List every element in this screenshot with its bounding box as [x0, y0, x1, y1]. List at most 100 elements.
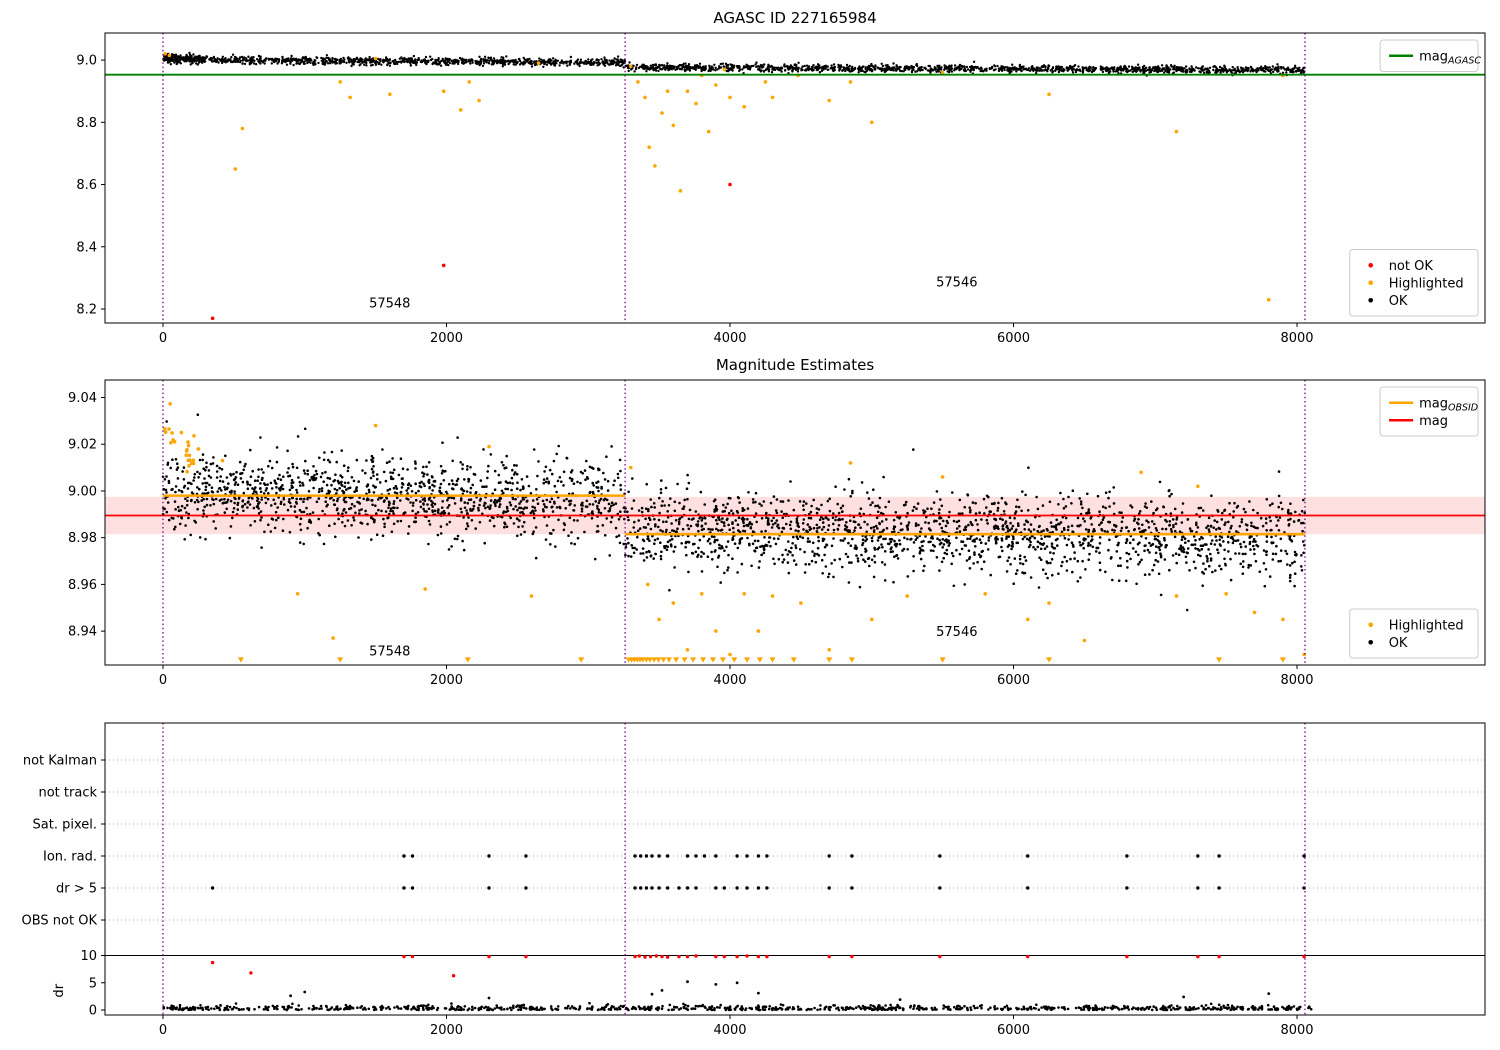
legend: not OK Highlighted OK	[1349, 249, 1479, 317]
flags-dr-chart: not Kalman not track Sat. pixel. Ion. rad. d…	[22, 722, 1486, 1038]
legend-box	[1349, 249, 1479, 317]
x-tick-label: 6000	[997, 331, 1030, 346]
x-tick-label: 2000	[430, 331, 463, 346]
clipped-highlighted-points	[655, 657, 662, 663]
clipped-highlighted-points	[651, 657, 658, 663]
obsid-label: 57546	[936, 625, 977, 640]
clipped-highlighted-points	[690, 657, 697, 663]
x-tick-label: 0	[159, 1023, 167, 1038]
x-tick-label: 2000	[430, 1023, 463, 1038]
category-label: dr > 5	[56, 882, 97, 897]
y-tick-label: 8.8	[76, 116, 97, 131]
axes-frame	[104, 379, 1486, 666]
legend-box	[1349, 608, 1479, 659]
y-tick-label: 8.98	[68, 531, 97, 546]
agasc-mag-chart: 0 2000 4000 6000 8000 9.0 8.8 8.6 8.4 8.2 AGASC ID…	[76, 9, 1486, 346]
clipped-highlighted-points	[578, 657, 585, 663]
legend-label: OK	[1389, 294, 1408, 309]
clipped-highlighted-points	[464, 657, 471, 663]
dr-extra-points	[289, 980, 1271, 1001]
clipped-highlighted-points	[237, 657, 244, 663]
clipped-highlighted-points	[337, 657, 344, 663]
category-label: Ion. rad.	[43, 850, 97, 865]
clipped-highlighted-points	[769, 657, 776, 663]
x-tick-label: 0	[159, 673, 167, 688]
dr-axis-label: dr	[52, 983, 67, 997]
clipped-highlighted-points	[848, 657, 855, 663]
highlighted-start	[163, 402, 196, 474]
y-tick-label: 8.2	[76, 302, 97, 317]
ok-obsid-57548	[162, 53, 627, 69]
chart-title: Magnitude Estimates	[716, 356, 874, 374]
x-tick-label: 8000	[1280, 331, 1313, 346]
category-label: not Kalman	[23, 754, 97, 769]
legend: magAGASC	[1379, 39, 1481, 72]
obsid-label: 57548	[369, 645, 410, 660]
ok-obsid-57546	[624, 448, 1307, 612]
clipped-highlighted-points	[1046, 657, 1052, 663]
axes-frame	[104, 32, 1486, 324]
x-tick-label: 2000	[430, 673, 463, 688]
x-tick-label: 0	[159, 331, 167, 346]
legend-label: OK	[1389, 636, 1408, 651]
clipped-highlighted-points	[1279, 657, 1286, 663]
clipped-highlighted-points	[700, 657, 707, 663]
x-tick-label: 4000	[713, 331, 746, 346]
x-tick-label: 4000	[713, 673, 746, 688]
dr-clipped-points	[210, 954, 1306, 978]
clipped-highlighted-points	[646, 657, 653, 663]
legend-box	[1379, 386, 1479, 437]
clipped-highlighted-points	[673, 657, 680, 663]
dr-baseline-points	[162, 1001, 1313, 1012]
legend: Highlighted OK	[1349, 608, 1479, 659]
y-tick-label: 8.6	[76, 178, 97, 193]
y-tick-label: 8.4	[76, 240, 97, 255]
category-label: Sat. pixel.	[33, 818, 97, 833]
y-tick-label: 9.02	[68, 438, 97, 453]
x-tick-label: 8000	[1280, 1023, 1313, 1038]
x-tick-label: 4000	[713, 1023, 746, 1038]
category-label: OBS not OK	[22, 914, 98, 929]
clipped-highlighted-points	[731, 657, 738, 663]
category-label: not track	[38, 786, 97, 801]
obsid-label: 57546	[936, 276, 977, 291]
clipped-highlighted-points	[681, 657, 688, 663]
clipped-highlighted-points	[660, 657, 667, 663]
dr-tick-label: 10	[80, 949, 97, 964]
chart-title: AGASC ID 227165984	[713, 9, 876, 27]
clipped-highlighted-points	[744, 657, 750, 663]
clipped-highlighted-points	[666, 657, 672, 663]
y-tick-label: 9.0	[76, 54, 97, 69]
clipped-highlighted-points	[719, 657, 726, 663]
clipped-highlighted-points	[1216, 657, 1223, 663]
dr-tick-label: 0	[89, 1004, 97, 1019]
x-tick-label: 6000	[997, 1023, 1030, 1038]
x-tick-label: 6000	[997, 673, 1030, 688]
y-tick-label: 8.96	[68, 578, 97, 593]
not-ok-points	[210, 182, 732, 321]
ok-obsid-57546	[624, 60, 1306, 77]
ok-obsid-57548	[161, 413, 627, 561]
clipped-highlighted-points	[756, 657, 763, 663]
x-tick-label: 8000	[1280, 673, 1313, 688]
axes-frame	[104, 722, 1486, 1016]
dr-tick-label: 5	[89, 976, 97, 991]
magnitude-estimates-chart: 0 2000 4000 6000 8000 9.04 9.02 9.00 8.98 8.96 8.9…	[68, 356, 1486, 688]
y-tick-label: 9.00	[68, 484, 97, 499]
legend-label: not OK	[1389, 259, 1434, 274]
obsid-label: 57548	[369, 296, 410, 311]
clipped-highlighted-points	[939, 657, 946, 663]
y-tick-label: 8.94	[68, 625, 97, 640]
y-tick-label: 9.04	[68, 391, 97, 406]
legend-box	[1379, 39, 1479, 72]
legend-label: Highlighted	[1389, 618, 1464, 633]
highlighted-points	[163, 52, 1285, 302]
legend-label: mag	[1419, 414, 1448, 429]
legend-label: Highlighted	[1389, 276, 1464, 291]
clipped-highlighted-points	[826, 657, 833, 663]
clipped-highlighted-points	[710, 657, 716, 663]
clipped-highlighted-points	[790, 657, 797, 663]
